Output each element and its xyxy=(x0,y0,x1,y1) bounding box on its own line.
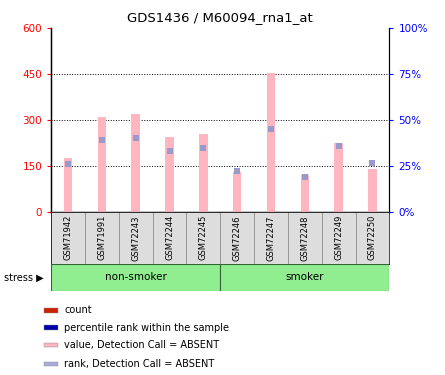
Bar xyxy=(322,212,356,264)
Text: GSM72244: GSM72244 xyxy=(165,215,174,260)
Bar xyxy=(186,212,220,264)
Text: GSM71942: GSM71942 xyxy=(64,215,73,260)
Bar xyxy=(85,212,119,264)
Bar xyxy=(98,117,106,212)
Text: GSM72245: GSM72245 xyxy=(199,215,208,260)
Bar xyxy=(356,212,389,264)
Text: count: count xyxy=(64,305,92,315)
Text: GSM72248: GSM72248 xyxy=(300,215,309,261)
Bar xyxy=(119,212,153,264)
Text: non-smoker: non-smoker xyxy=(105,273,167,282)
Text: GSM71991: GSM71991 xyxy=(97,215,106,260)
Bar xyxy=(335,143,343,212)
Bar xyxy=(301,175,309,212)
Text: GSM72249: GSM72249 xyxy=(334,215,343,260)
Text: percentile rank within the sample: percentile rank within the sample xyxy=(64,323,229,333)
Bar xyxy=(44,308,58,313)
Bar xyxy=(153,212,186,264)
Text: value, Detection Call = ABSENT: value, Detection Call = ABSENT xyxy=(64,340,219,350)
Bar xyxy=(368,169,376,212)
Bar xyxy=(132,114,140,212)
Bar xyxy=(44,343,58,347)
Bar xyxy=(220,212,254,264)
Bar xyxy=(199,134,208,212)
Text: rank, Detection Call = ABSENT: rank, Detection Call = ABSENT xyxy=(64,359,214,369)
Title: GDS1436 / M60094_rna1_at: GDS1436 / M60094_rna1_at xyxy=(127,11,313,24)
Text: GSM72246: GSM72246 xyxy=(233,215,242,261)
Bar xyxy=(254,212,288,264)
Bar xyxy=(220,264,389,291)
Bar xyxy=(267,72,275,212)
Bar xyxy=(44,362,58,366)
Text: smoker: smoker xyxy=(286,273,324,282)
Bar xyxy=(44,326,58,330)
Bar xyxy=(166,137,174,212)
Text: GSM72250: GSM72250 xyxy=(368,215,377,260)
Bar xyxy=(51,264,220,291)
Bar xyxy=(233,172,242,212)
Text: GSM72243: GSM72243 xyxy=(131,215,140,261)
Text: GSM72247: GSM72247 xyxy=(267,215,275,261)
Bar xyxy=(51,212,85,264)
Bar xyxy=(288,212,322,264)
Text: stress ▶: stress ▶ xyxy=(4,273,44,282)
Bar xyxy=(64,158,73,212)
